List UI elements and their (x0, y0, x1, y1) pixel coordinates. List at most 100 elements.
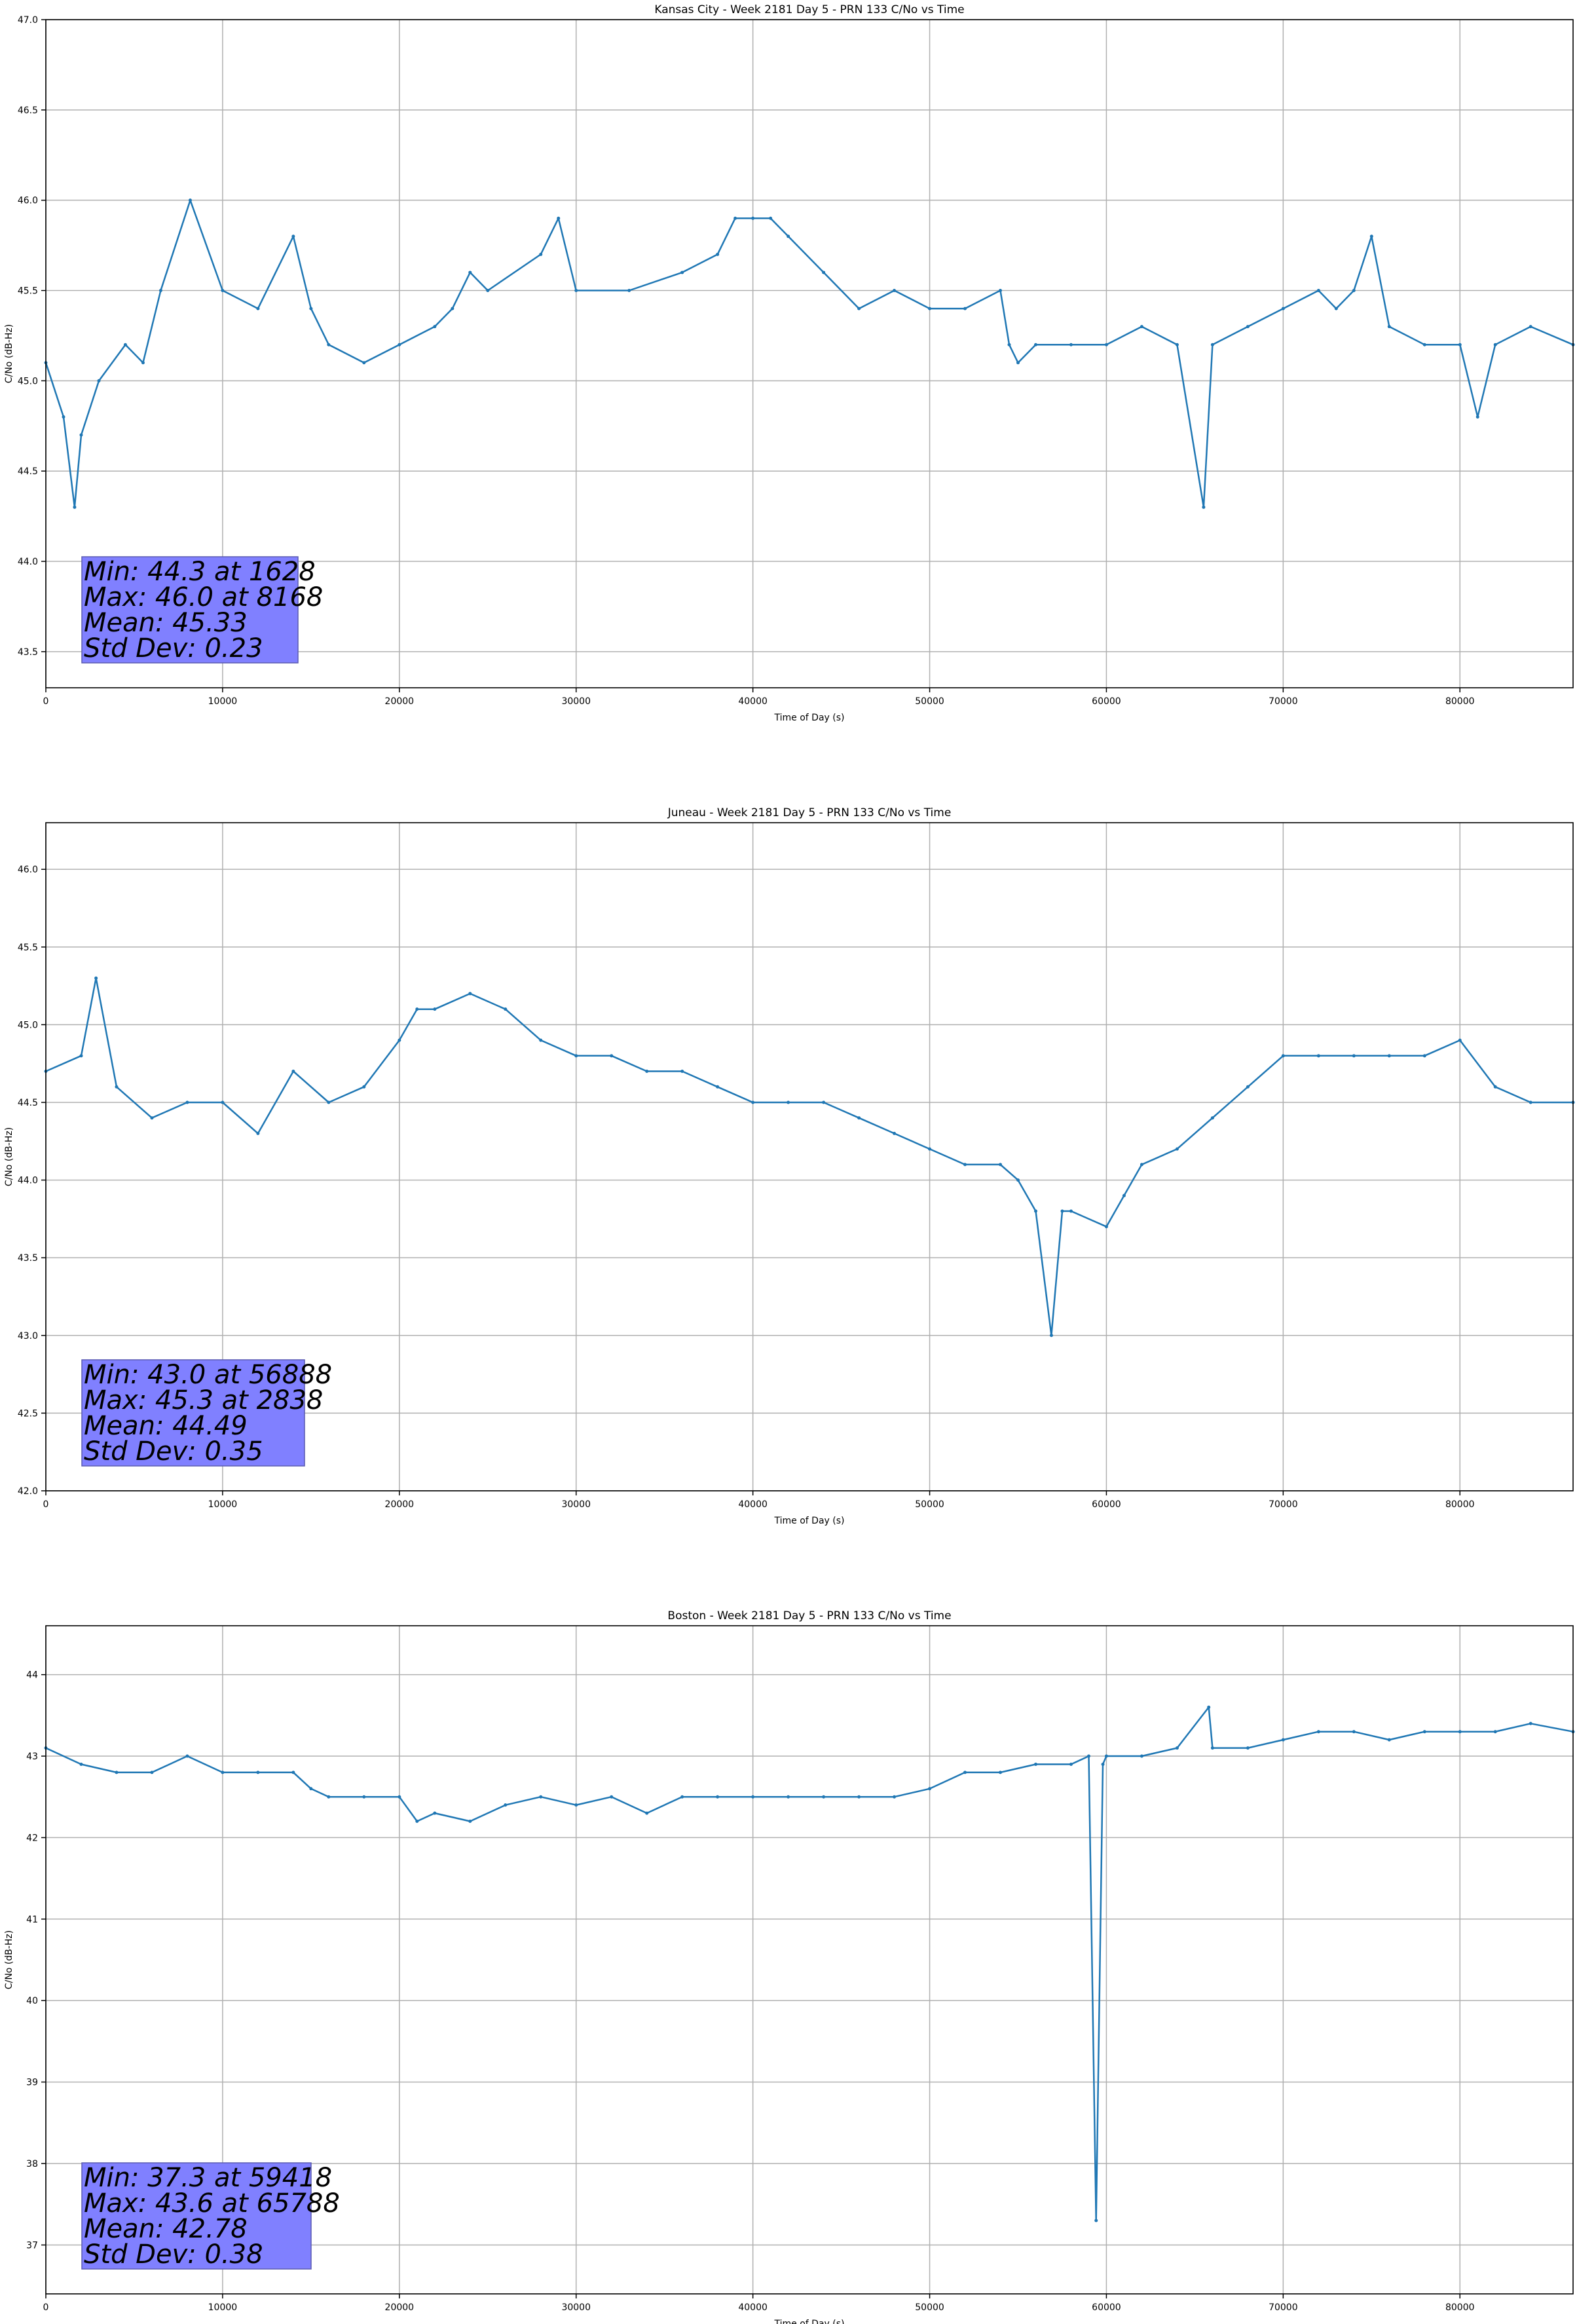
y-axis-label: C/No (dB-Hz) (4, 1127, 14, 1186)
data-point (1207, 1705, 1211, 1709)
x-axis-label: Time of Day (s) (774, 2319, 845, 2324)
x-tick-label: 80000 (1445, 696, 1475, 707)
data-point (1016, 1178, 1020, 1182)
data-point (1475, 415, 1479, 419)
data-point (115, 1085, 119, 1089)
data-point (221, 1100, 225, 1104)
data-point (1352, 289, 1356, 293)
y-tick-label: 42 (26, 1833, 38, 1843)
data-point (1007, 343, 1011, 347)
stats-min-text: Min: 37.3 at 59418 (84, 2163, 332, 2193)
data-point (610, 1054, 614, 1058)
data-point (1352, 1730, 1356, 1734)
data-point (123, 343, 127, 347)
data-point (79, 1762, 83, 1766)
data-point (1422, 1054, 1426, 1058)
data-point (1033, 1762, 1037, 1766)
data-point (398, 1795, 401, 1799)
data-point (787, 1100, 790, 1104)
data-point (433, 1007, 437, 1011)
y-tick-label: 41 (26, 1915, 38, 1925)
data-point (62, 415, 65, 419)
data-point (1094, 2219, 1098, 2222)
data-point (1281, 307, 1285, 310)
data-point (97, 379, 101, 383)
data-point (256, 1131, 260, 1135)
data-point (468, 992, 472, 996)
data-point (79, 433, 83, 437)
data-point (963, 1163, 967, 1167)
data-point (1104, 343, 1108, 347)
data-point (1387, 325, 1391, 329)
data-point (1458, 343, 1462, 347)
y-tick-label: 46.5 (18, 105, 38, 116)
x-axis-label: Time of Day (s) (774, 1516, 845, 1526)
data-point (115, 1771, 119, 1774)
data-point (999, 1163, 1002, 1167)
data-point (150, 1771, 154, 1774)
data-point (893, 1131, 897, 1135)
stats-mean-text: Mean: 44.49 (84, 1411, 248, 1441)
data-point (256, 1771, 260, 1774)
data-point (999, 289, 1002, 293)
data-point (1016, 361, 1020, 365)
stats-min-text: Min: 44.3 at 1628 (84, 557, 316, 587)
data-point (185, 1754, 189, 1758)
y-tick-label: 45.5 (18, 286, 38, 297)
data-point (574, 1803, 578, 1807)
data-point (79, 1054, 83, 1058)
data-point (1493, 1085, 1497, 1089)
data-point (787, 1795, 790, 1799)
data-point (1202, 505, 1206, 509)
data-point (1458, 1038, 1462, 1042)
y-tick-label: 44.5 (18, 466, 38, 477)
data-point (999, 1771, 1002, 1774)
data-point (1246, 1746, 1250, 1750)
data-point (1246, 325, 1250, 329)
data-point (158, 289, 162, 293)
data-point (1493, 1730, 1497, 1734)
data-point (1529, 1100, 1532, 1104)
stats-mean-text: Mean: 45.33 (84, 608, 248, 638)
data-point (1422, 1730, 1426, 1734)
data-point (433, 1811, 437, 1815)
stats-std-text: Std Dev: 0.38 (84, 2240, 263, 2270)
data-point (1069, 343, 1073, 347)
data-point (1033, 1209, 1037, 1213)
plot-frame (45, 1625, 1574, 2295)
stats-std-text: Std Dev: 0.23 (84, 633, 263, 664)
y-tick-label: 46.0 (18, 196, 38, 206)
chart-panel-3: 0 10000 20000 30000 40000 50000 60000 70000 8000… (4, 1609, 1575, 2324)
y-axis-label: C/No (dB-Hz) (4, 324, 14, 383)
stats-box (81, 1359, 305, 1467)
data-point (1069, 1209, 1073, 1213)
data-point (468, 271, 472, 274)
x-tick-label: 10000 (208, 1499, 238, 1510)
y-tick-label: 47.0 (18, 15, 38, 26)
data-point (1210, 343, 1214, 347)
data-point (221, 289, 225, 293)
x-tick-label: 80000 (1445, 1499, 1475, 1510)
x-tick-label: 50000 (915, 1499, 944, 1510)
x-tick-label: 50000 (915, 696, 944, 707)
data-point (327, 1100, 331, 1104)
x-tick-label: 30000 (561, 1499, 591, 1510)
y-tick-label: 42.5 (18, 1408, 38, 1419)
data-point (309, 307, 313, 310)
data-point (1175, 1746, 1179, 1750)
data-point (141, 361, 145, 365)
stats-box (81, 556, 299, 664)
data-point (150, 1116, 154, 1120)
x-tick-label: 50000 (915, 2302, 944, 2313)
stats-std-text: Std Dev: 0.35 (84, 1436, 263, 1467)
data-point (574, 289, 578, 293)
x-tick-label: 20000 (385, 1499, 415, 1510)
data-point (1069, 1762, 1073, 1766)
x-tick-label: 10000 (208, 2302, 238, 2313)
data-point (185, 1100, 189, 1104)
data-point (1140, 1754, 1143, 1758)
x-tick-label: 20000 (385, 2302, 415, 2313)
y-tick-label: 46.0 (18, 865, 38, 875)
data-point (504, 1803, 508, 1807)
data-point (1493, 343, 1497, 347)
